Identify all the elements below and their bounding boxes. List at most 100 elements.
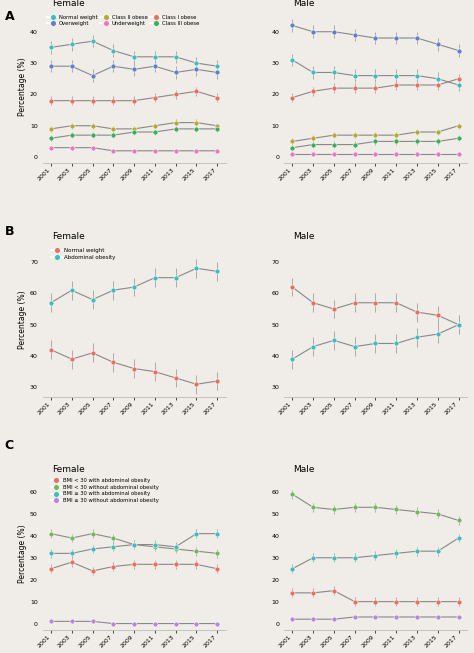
Point [289, 588, 296, 598]
Point [289, 614, 296, 624]
Point [372, 550, 379, 561]
Point [434, 596, 442, 607]
Point [192, 379, 200, 389]
Point [310, 502, 317, 513]
Point [413, 307, 421, 317]
Point [172, 89, 180, 100]
Point [89, 528, 96, 539]
Point [434, 80, 442, 90]
Point [310, 149, 317, 159]
Point [330, 130, 337, 140]
Point [68, 354, 75, 364]
Point [413, 71, 421, 81]
Point [213, 92, 221, 103]
Point [213, 266, 221, 277]
Point [372, 298, 379, 308]
Point [310, 588, 317, 598]
Point [310, 552, 317, 563]
Point [109, 130, 117, 140]
Point [351, 552, 358, 563]
Point [130, 52, 138, 62]
Point [192, 559, 200, 569]
Point [151, 52, 159, 62]
Point [330, 586, 337, 596]
Point [351, 502, 358, 513]
Point [455, 515, 462, 526]
Point [213, 67, 221, 78]
Point [89, 130, 96, 140]
Point [455, 319, 462, 330]
Point [130, 539, 138, 550]
Point [47, 528, 55, 539]
Point [434, 612, 442, 622]
Point [351, 596, 358, 607]
Point [351, 139, 358, 150]
Point [372, 83, 379, 93]
Point [172, 541, 180, 552]
Text: Male: Male [293, 0, 315, 8]
Point [392, 338, 400, 349]
Text: Female: Female [52, 232, 84, 241]
Point [109, 618, 117, 629]
Point [192, 118, 200, 128]
Point [130, 123, 138, 134]
Point [172, 544, 180, 554]
Point [172, 559, 180, 569]
Point [130, 539, 138, 550]
Text: Female: Female [52, 0, 84, 8]
Point [109, 123, 117, 134]
Point [310, 67, 317, 78]
Point [372, 136, 379, 147]
Point [192, 64, 200, 74]
Point [213, 618, 221, 629]
Point [109, 61, 117, 71]
Point [434, 310, 442, 321]
Point [109, 45, 117, 56]
Point [68, 39, 75, 50]
Point [47, 142, 55, 153]
Point [89, 71, 96, 81]
Point [434, 546, 442, 556]
Point [151, 92, 159, 103]
Point [289, 55, 296, 65]
Point [47, 616, 55, 627]
Point [68, 548, 75, 558]
Legend: Normal weight, Overweight, Class II obese, Underweight, Class I obese, Class III: Normal weight, Overweight, Class II obes… [46, 12, 201, 28]
Point [289, 282, 296, 293]
Point [372, 149, 379, 159]
Point [372, 130, 379, 140]
Point [330, 335, 337, 345]
Point [434, 74, 442, 84]
Point [172, 123, 180, 134]
Point [109, 562, 117, 572]
Point [47, 133, 55, 144]
Point [289, 354, 296, 364]
Point [310, 139, 317, 150]
Point [130, 618, 138, 629]
Point [151, 541, 159, 552]
Legend: BMI < 30 with abdominal obesity, BMI < 30 without abdominal obesity, BMI ≥ 30 wi: BMI < 30 with abdominal obesity, BMI < 3… [49, 476, 161, 505]
Point [413, 127, 421, 137]
Point [289, 149, 296, 159]
Point [351, 298, 358, 308]
Point [192, 263, 200, 274]
Point [68, 533, 75, 543]
Point [213, 121, 221, 131]
Point [151, 559, 159, 569]
Point [330, 504, 337, 515]
Text: C: C [5, 439, 14, 452]
Y-axis label: Percentage (%): Percentage (%) [18, 291, 27, 349]
Point [89, 295, 96, 305]
Point [130, 127, 138, 137]
Point [351, 612, 358, 622]
Point [172, 618, 180, 629]
Point [172, 67, 180, 78]
Point [455, 596, 462, 607]
Point [392, 71, 400, 81]
Point [455, 74, 462, 84]
Point [47, 123, 55, 134]
Point [89, 95, 96, 106]
Point [455, 319, 462, 330]
Point [172, 373, 180, 383]
Point [310, 133, 317, 144]
